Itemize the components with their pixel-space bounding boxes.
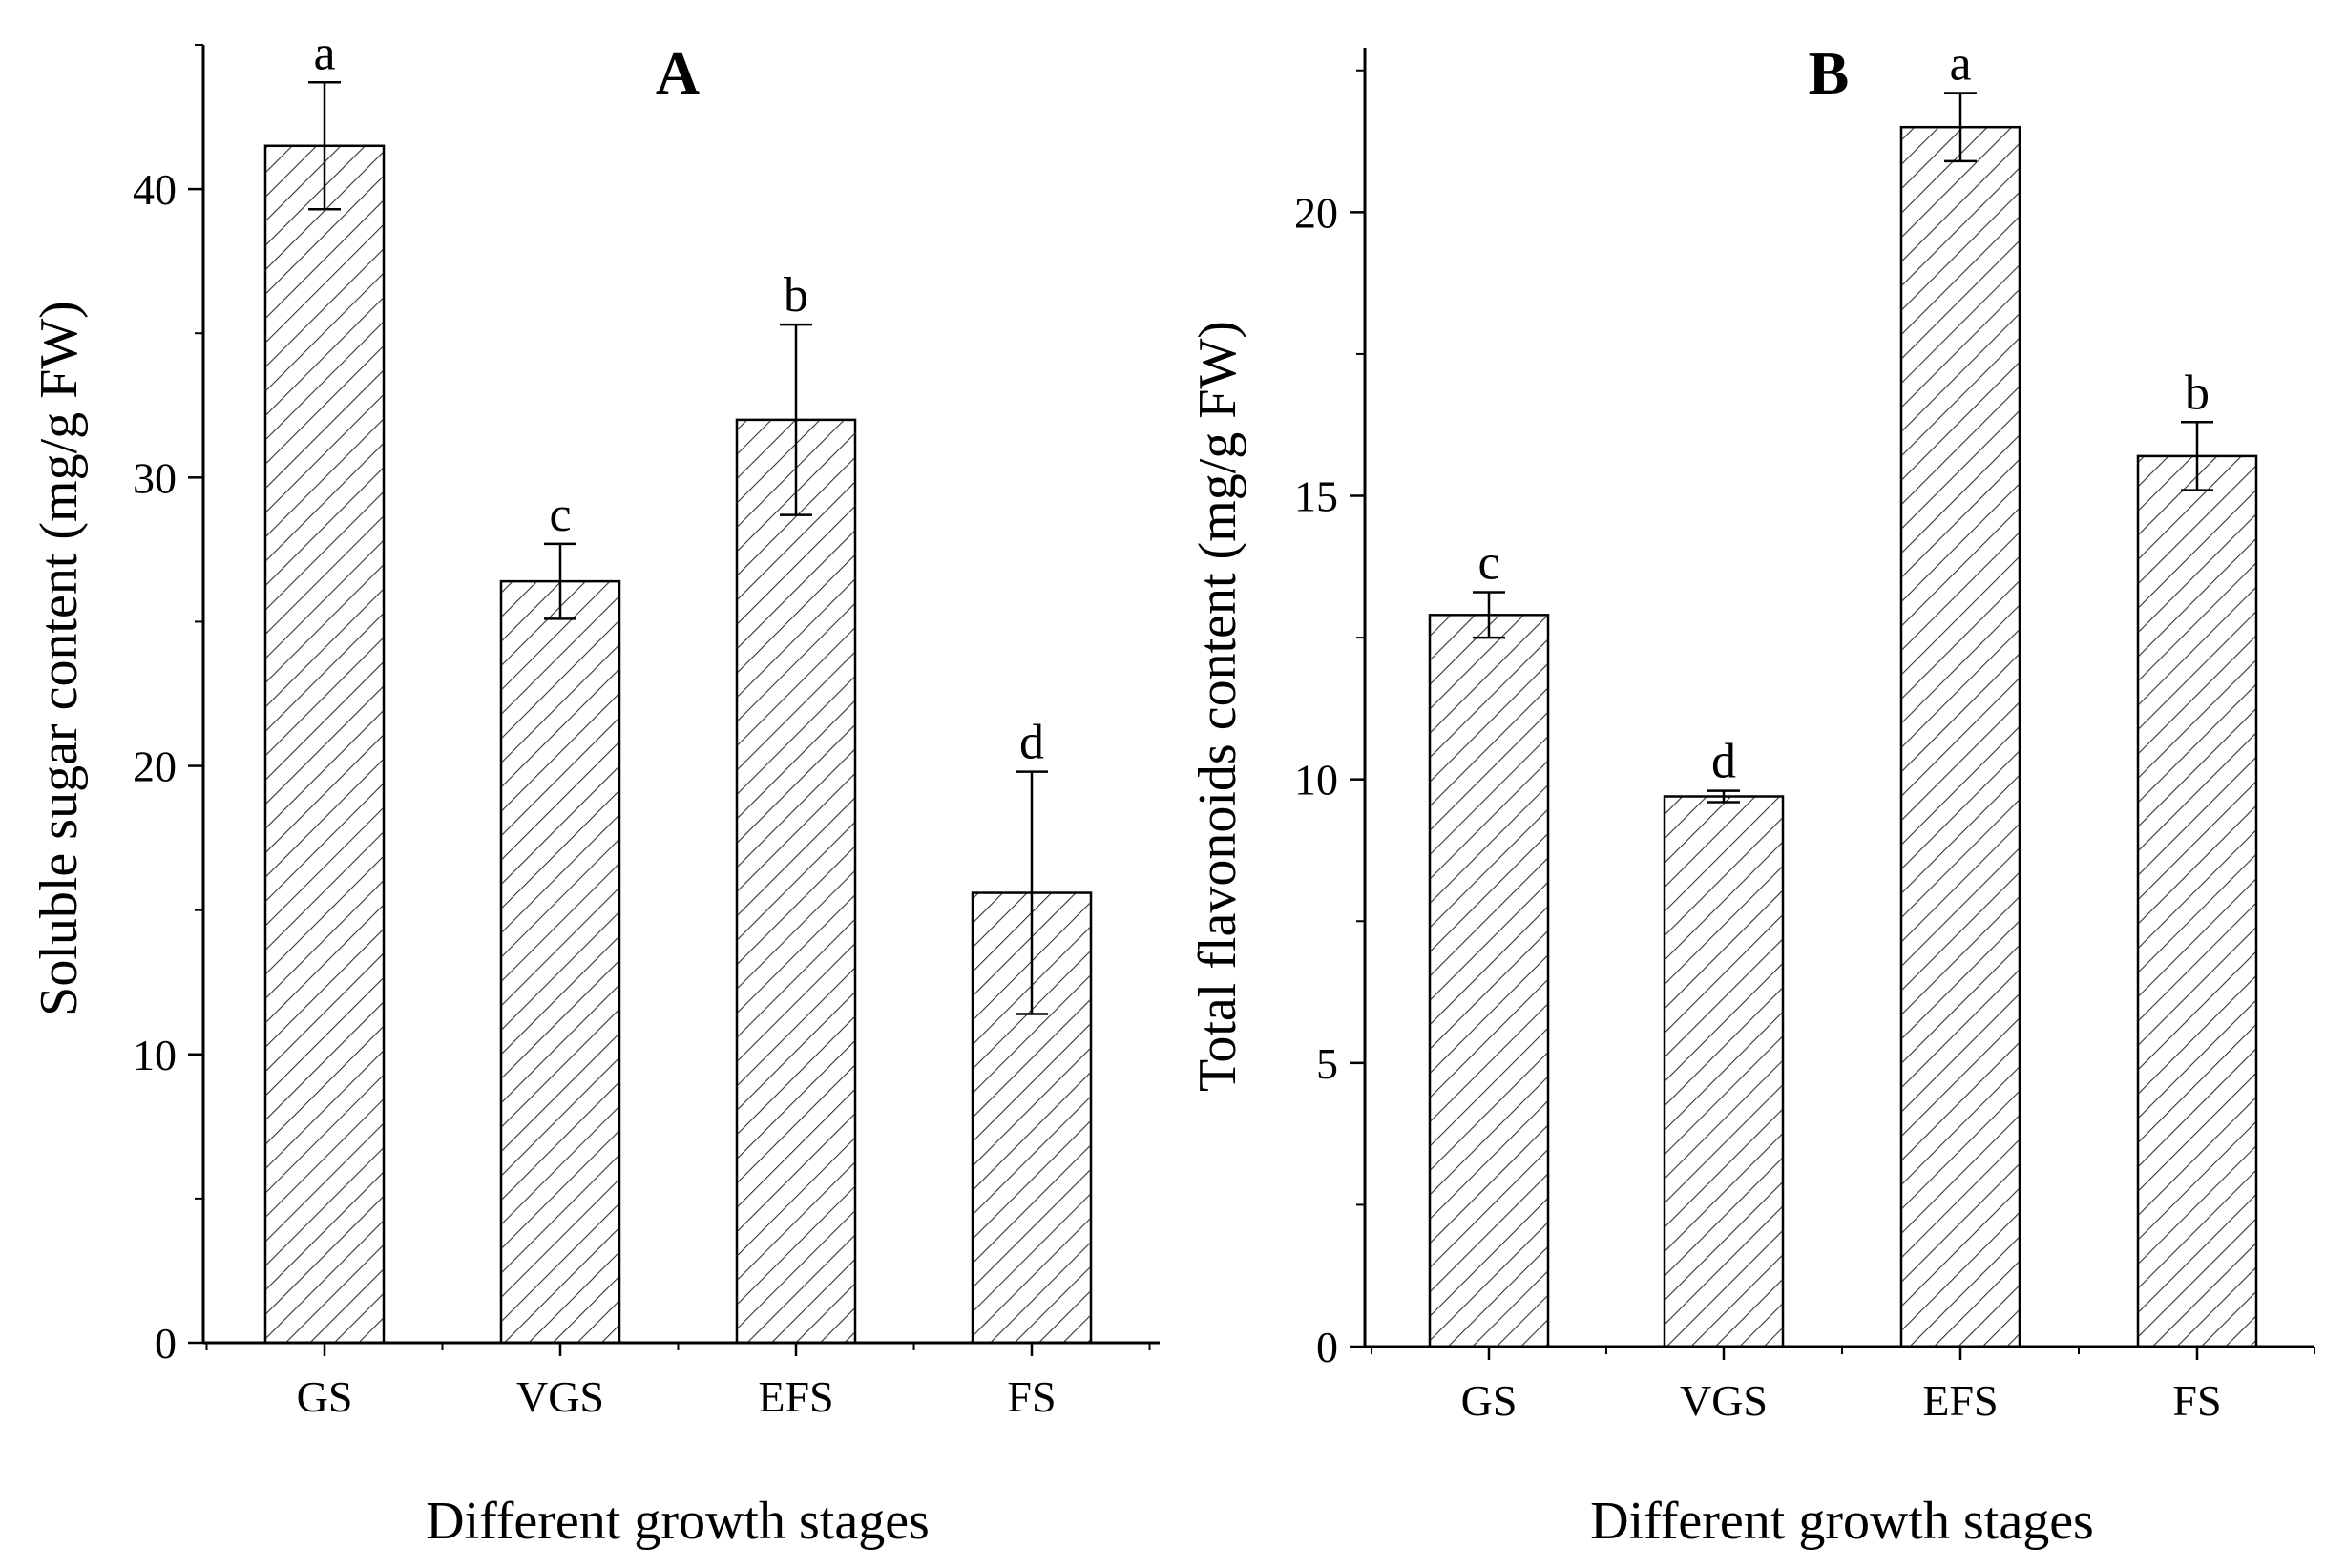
panel-a-y-axis-title: Soluble sugar content (mg/g FW)	[30, 301, 89, 1016]
panel-b-significance-label-efs: a	[1949, 37, 1971, 92]
panel-a-bar-efs	[735, 418, 857, 1345]
panel-b-y-tick-label-5: 5	[1316, 1039, 1338, 1088]
panel-a-x-tick-label-vgs: VGS	[516, 1372, 604, 1421]
panel-a-significance-label-fs: d	[1019, 716, 1044, 770]
panel-b-title: B	[1809, 39, 1850, 107]
panel-b-significance-label-gs: c	[1477, 536, 1499, 591]
panel-a-y-tick-label-0: 0	[155, 1319, 177, 1368]
panel-b-y-tick-label-15: 15	[1294, 472, 1338, 521]
panel-a-significance-label-gs: a	[313, 26, 335, 80]
panel-b-marks: c GS d VGS a EFS b FS 0 5 10 15 20	[1294, 37, 2315, 1425]
panel-b-x-tick-label-vgs: VGS	[1680, 1376, 1768, 1425]
panel-a: A a GS c VGS b EFS d FS 0 10 20 30 40 Different grow…	[30, 26, 1160, 1551]
panel-b-significance-label-fs: b	[2185, 366, 2210, 420]
panel-a-y-tick-label-10: 10	[133, 1031, 177, 1079]
panel-b-bar-efs	[1899, 125, 2021, 1348]
panel-b-y-tick-label-0: 0	[1316, 1323, 1338, 1371]
panel-a-x-axis-title: Different growth stages	[426, 1492, 930, 1551]
panel-b-x-tick-label-gs: GS	[1461, 1376, 1518, 1425]
panel-a-bar-gs	[263, 144, 386, 1345]
panel-a-y-tick-label-20: 20	[133, 742, 177, 791]
panel-b-bar-gs	[1428, 614, 1550, 1348]
panel-a-significance-label-efs: b	[784, 268, 808, 323]
panel-a-bar-vgs	[499, 579, 621, 1345]
panel-a-significance-label-vgs: c	[549, 488, 571, 542]
panel-b-y-axis-title: Total flavonoids content (mg/g FW)	[1188, 321, 1247, 1092]
panel-a-x-tick-label-efs: EFS	[758, 1372, 833, 1421]
panel-b-x-tick-label-efs: EFS	[1922, 1376, 1998, 1425]
panel-a-x-tick-label-fs: FS	[1007, 1372, 1056, 1421]
panel-b-bar-vgs	[1663, 795, 1785, 1348]
panel-a-marks: a GS c VGS b EFS d FS 0 10 20 30 40	[133, 26, 1160, 1421]
panel-a-x-tick-label-gs: GS	[297, 1372, 353, 1421]
panel-a-y-tick-label-40: 40	[133, 165, 177, 214]
panel-b-x-axis-title: Different growth stages	[1590, 1492, 2094, 1551]
panel-a-title: A	[656, 39, 700, 107]
panel-b-x-tick-label-fs: FS	[2172, 1376, 2221, 1425]
panel-b: B c GS d VGS a EFS b FS 0 5 10 15 20 Different growt…	[1188, 37, 2315, 1551]
panel-b-bar-fs	[2136, 454, 2258, 1348]
panel-b-y-tick-label-10: 10	[1294, 756, 1338, 805]
panel-b-y-tick-label-20: 20	[1294, 188, 1338, 237]
panel-b-significance-label-vgs: d	[1711, 735, 1736, 789]
panel-a-y-tick-label-30: 30	[133, 453, 177, 502]
